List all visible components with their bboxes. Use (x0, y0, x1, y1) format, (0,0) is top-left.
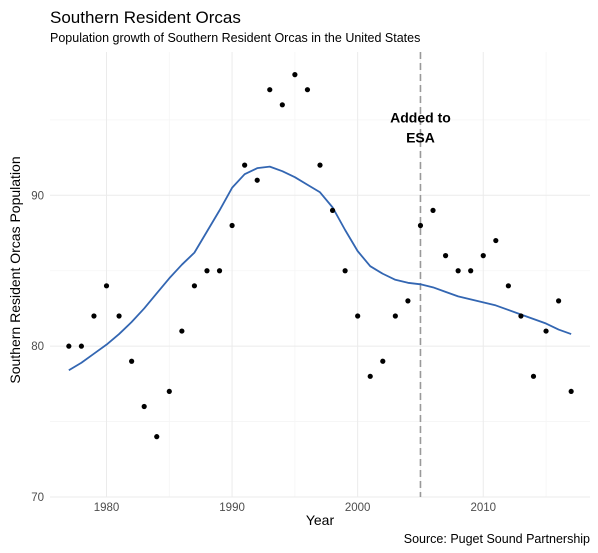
data-point (380, 358, 386, 364)
data-point (392, 313, 398, 319)
x-tick-label: 2000 (345, 502, 371, 514)
data-point (317, 162, 323, 168)
gridlines (50, 52, 590, 498)
data-point (568, 388, 574, 395)
data-point (518, 313, 524, 319)
data-point (229, 222, 235, 229)
data-point (405, 298, 411, 304)
trend-line-layer (68, 165, 572, 372)
data-point (342, 268, 348, 274)
chart-title: Southern Resident Orcas (50, 8, 241, 27)
data-point (556, 298, 562, 304)
data-point (505, 283, 511, 289)
data-point (355, 313, 361, 319)
data-point (279, 102, 285, 108)
data-point (254, 177, 260, 183)
data-point (216, 268, 223, 274)
data-point (329, 207, 336, 213)
data-point (543, 328, 549, 334)
y-axis-title: Southern Resident Orcas Population (7, 156, 23, 383)
data-point (468, 268, 474, 274)
data-point (78, 343, 84, 349)
chart-subtitle: Population growth of Southern Resident O… (50, 31, 420, 45)
data-points (66, 72, 574, 440)
data-point (116, 313, 122, 319)
data-point (141, 403, 147, 410)
data-point (91, 313, 97, 319)
data-point (129, 358, 135, 364)
data-point (493, 237, 499, 244)
data-point (430, 207, 436, 213)
x-tick-label: 1980 (94, 502, 120, 514)
data-point (191, 283, 198, 289)
data-point (242, 162, 248, 168)
data-point (66, 343, 72, 349)
data-point (304, 87, 311, 93)
data-point (480, 253, 486, 259)
y-tick-label: 80 (31, 341, 44, 353)
loess-trend-line (68, 165, 572, 372)
data-point (417, 222, 424, 229)
tick-labels: 1980 1990 2000 2010 70 80 90 (31, 190, 496, 514)
x-tick-label: 2010 (470, 502, 496, 514)
data-point (367, 373, 373, 379)
data-point (204, 268, 210, 274)
data-point (292, 72, 298, 78)
data-point (166, 388, 172, 395)
data-point (154, 434, 160, 440)
x-tick-label: 1990 (219, 502, 245, 514)
esa-annotation-line1: Added to (390, 109, 451, 125)
data-point (267, 87, 273, 93)
data-point (179, 328, 185, 334)
y-tick-label: 90 (31, 190, 44, 202)
esa-annotation-line2: ESA (406, 129, 435, 145)
x-axis-title: Year (306, 512, 335, 528)
y-tick-label: 70 (31, 492, 44, 504)
data-point (103, 283, 110, 289)
data-point (530, 373, 537, 379)
data-point (442, 253, 449, 259)
source-caption: Source: Puget Sound Partnership (404, 532, 590, 546)
data-point (455, 268, 461, 274)
